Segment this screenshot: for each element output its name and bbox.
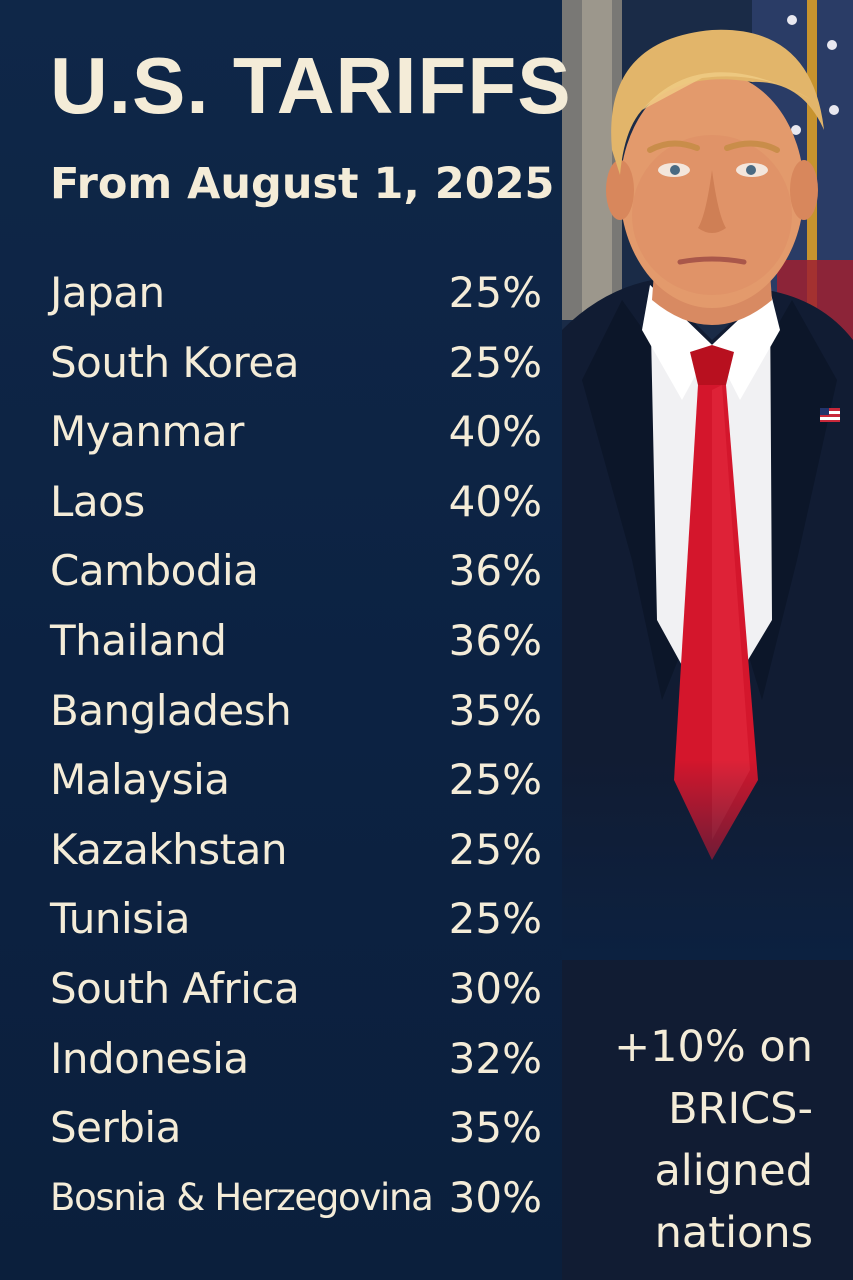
tariff-rate: 25% [448,894,542,944]
tariff-row: Cambodia 36% [50,540,542,610]
country-name: Kazakhstan [50,824,287,874]
poster-subtitle: From August 1, 2025 [50,159,555,209]
tariff-rate: 30% [448,1172,542,1222]
tariff-row: South Africa 30% [50,958,542,1028]
tariff-rate: 35% [448,685,542,735]
country-name: Cambodia [50,546,259,596]
country-name: Laos [50,476,145,526]
tariff-rate: 25% [448,337,542,387]
tariff-rate: 30% [448,963,542,1013]
tariff-rate: 40% [448,476,542,526]
tariff-row: Malaysia 25% [50,749,542,819]
brics-note-line: BRICS- [668,1084,813,1134]
tariff-rate: 32% [448,1033,542,1083]
tariff-rate: 36% [448,615,542,665]
tariff-row: South Korea 25% [50,332,542,402]
country-name: Serbia [50,1103,181,1153]
country-name: Malaysia [50,755,230,805]
tariff-row: Tunisia 25% [50,888,542,958]
country-name: Japan [50,268,165,317]
country-name: Tunisia [50,894,190,944]
tariff-row: Laos 40% [50,471,542,541]
tariff-list: Japan 25% South Korea 25% Myanmar 40% Laos 4… [50,262,542,1236]
country-name: Bosnia & Herzegovina [50,1175,434,1219]
poster-title: U.S. TARIFFS [50,41,572,130]
country-name: Indonesia [50,1033,249,1083]
tariff-row: Bosnia & Herzegovina 30% [50,1167,542,1237]
tariff-row: Thailand 36% [50,610,542,680]
brics-note-line: aligned [654,1146,813,1196]
tariff-row: Kazakhstan 25% [50,819,542,889]
country-name: South Korea [50,337,299,387]
tariff-rate: 36% [448,546,542,596]
tariff-row: Serbia 35% [50,1097,542,1167]
tariff-row: Bangladesh 35% [50,680,542,750]
photo-fade-overlay [562,760,853,960]
tariff-rate: 25% [448,268,542,317]
tariff-row: Indonesia 32% [50,1028,542,1098]
tariff-rate: 35% [448,1103,542,1153]
country-name: Myanmar [50,407,244,457]
brics-note-line: +10% on [614,1022,813,1072]
portrait-illustration [562,0,853,1280]
country-name: Bangladesh [50,685,292,735]
country-name: Thailand [50,615,227,665]
tariff-rate: 40% [448,407,542,457]
brics-note-line: nations [654,1208,813,1258]
tariff-rate: 25% [448,755,542,805]
country-name: South Africa [50,963,300,1013]
brics-note: +10% on BRICS- aligned nations [553,1016,813,1264]
tariff-row: Japan 25% [50,262,542,332]
tariff-rate: 25% [448,824,542,874]
portrait-photo [562,0,853,1280]
tariff-row: Myanmar 40% [50,401,542,471]
